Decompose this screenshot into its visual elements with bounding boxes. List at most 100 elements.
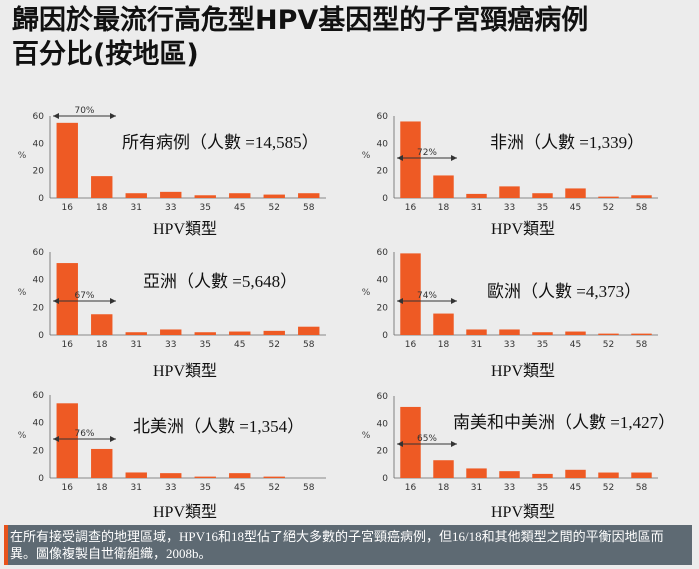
x-tick-label: 45 [570, 483, 581, 493]
annotation-arrow-right-head [110, 298, 116, 304]
y-tick-label: 20 [377, 167, 389, 177]
y-tick-label: 0 [382, 194, 388, 204]
x-axis-label: HPV類型 [153, 221, 218, 238]
x-tick-label: 52 [269, 483, 280, 493]
y-tick-label: 0 [38, 194, 44, 204]
annotation-label: 72% [417, 148, 437, 158]
x-tick-label: 33 [165, 340, 176, 350]
y-tick-label: 40 [33, 276, 45, 286]
x-tick-label: 52 [269, 340, 280, 350]
chart-title: 非洲（人數 =1,339） [490, 133, 645, 152]
x-tick-label: 31 [471, 483, 482, 493]
bar [565, 188, 586, 198]
footnote-accent-bar [4, 525, 8, 565]
x-tick-label: 33 [504, 483, 515, 493]
x-tick-label: 35 [200, 203, 211, 213]
bar [598, 333, 619, 335]
bar [56, 263, 78, 335]
bar [91, 176, 113, 198]
x-tick-label: 52 [603, 483, 614, 493]
bar [400, 121, 421, 198]
y-tick-label: 40 [377, 139, 389, 149]
bar-chart-svg: % 0 20 40 60 16 18 31 33 35 45 52 58 65% [362, 392, 658, 493]
y-tick-label: 20 [377, 447, 389, 457]
bar [125, 472, 147, 478]
y-axis-label: % [362, 431, 371, 441]
bar [631, 333, 652, 335]
x-tick-label: 16 [405, 340, 417, 350]
x-tick-label: 16 [62, 483, 74, 493]
y-tick-label: 20 [33, 167, 45, 177]
x-tick-label: 45 [234, 203, 245, 213]
x-tick-label: 16 [405, 483, 417, 493]
bar [499, 186, 520, 198]
bar [125, 332, 147, 335]
y-tick-label: 0 [38, 474, 44, 484]
annotation-label: 70% [74, 106, 94, 116]
x-tick-label: 18 [96, 340, 108, 350]
bar [433, 175, 454, 198]
y-tick-label: 60 [33, 112, 45, 122]
annotation-arrow-left-head [53, 436, 59, 442]
chart-asia: % 0 20 40 60 16 18 31 33 35 45 52 58 67% 亞洲（人數 =5,648… [0, 245, 340, 385]
x-tick-label: 31 [131, 340, 142, 350]
annotation-arrow-right-head [451, 298, 457, 304]
x-tick-label: 35 [537, 203, 548, 213]
bar [160, 329, 182, 335]
bar [91, 448, 113, 478]
x-tick-label: 18 [96, 483, 108, 493]
x-tick-label: 45 [234, 483, 245, 493]
bar [56, 403, 78, 478]
y-tick-label: 60 [33, 391, 45, 401]
annotation-arrow-right-head [110, 436, 116, 442]
bar [532, 332, 553, 335]
x-axis-label: HPV類型 [491, 221, 556, 238]
annotation-arrow-left-head [397, 441, 403, 447]
bar-chart-svg: % 0 20 40 60 16 18 31 33 35 45 52 58 70% [18, 106, 326, 213]
bar [229, 473, 251, 478]
x-tick-label: 58 [636, 340, 648, 350]
x-tick-label: 31 [471, 203, 482, 213]
x-tick-label: 35 [537, 483, 548, 493]
bar [160, 473, 182, 478]
bar [499, 329, 520, 335]
x-tick-label: 45 [570, 340, 581, 350]
bar-chart-svg: % 0 20 40 60 16 18 31 33 35 45 52 58 76% [18, 391, 326, 493]
x-tick-label: 33 [504, 340, 515, 350]
y-tick-label: 20 [33, 446, 45, 456]
chart-north-america: % 0 20 40 60 16 18 31 33 35 45 52 58 76% 北美洲（人數 =1,35… [0, 388, 340, 528]
chart-title: 南美和中美洲（人數 =1,427） [453, 413, 676, 432]
chart-title: 亞洲（人數 =5,648） [143, 272, 298, 291]
x-tick-label: 18 [438, 483, 450, 493]
x-tick-label: 16 [405, 203, 417, 213]
bar [598, 472, 619, 478]
bar [466, 329, 487, 335]
bar [194, 476, 216, 478]
chart-title: 北美洲（人數 =1,354） [133, 417, 305, 436]
y-tick-label: 60 [377, 248, 389, 258]
x-tick-label: 16 [62, 203, 74, 213]
bar [400, 253, 421, 335]
bar [433, 460, 454, 478]
chart-africa: % 0 20 40 60 16 18 31 33 35 45 52 58 72% 非洲（人數 =1,339… [344, 108, 684, 248]
footnote: 在所有接受調查的地理區域，HPV16和18型佔了絕大多數的子宮頸癌病例，但16/… [4, 525, 692, 565]
y-tick-label: 0 [38, 331, 44, 341]
bar [565, 331, 586, 335]
annotation-arrow-right-head [110, 113, 116, 119]
bar [263, 330, 285, 335]
footnote-text: 在所有接受調查的地理區域，HPV16和18型佔了絕大多數的子宮頸癌病例，但16/… [10, 529, 664, 561]
x-axis-label: HPV類型 [153, 504, 218, 521]
bar [229, 193, 251, 198]
x-tick-label: 31 [131, 483, 142, 493]
x-tick-label: 35 [200, 340, 211, 350]
bar [160, 191, 182, 198]
chart-all-cases: % 0 20 40 60 16 18 31 33 35 45 52 58 70% 所有病例（人數 =14,… [0, 106, 340, 248]
x-tick-label: 31 [131, 203, 142, 213]
annotation-arrow-right-head [451, 155, 457, 161]
page-title-line1: 歸因於最流行高危型HPV基因型的子宮頸癌病例 [12, 5, 589, 36]
x-axis-label: HPV類型 [491, 363, 556, 380]
bar [263, 194, 285, 198]
bar [125, 193, 147, 198]
annotation-arrow-right-head [451, 441, 457, 447]
x-tick-label: 45 [570, 203, 581, 213]
